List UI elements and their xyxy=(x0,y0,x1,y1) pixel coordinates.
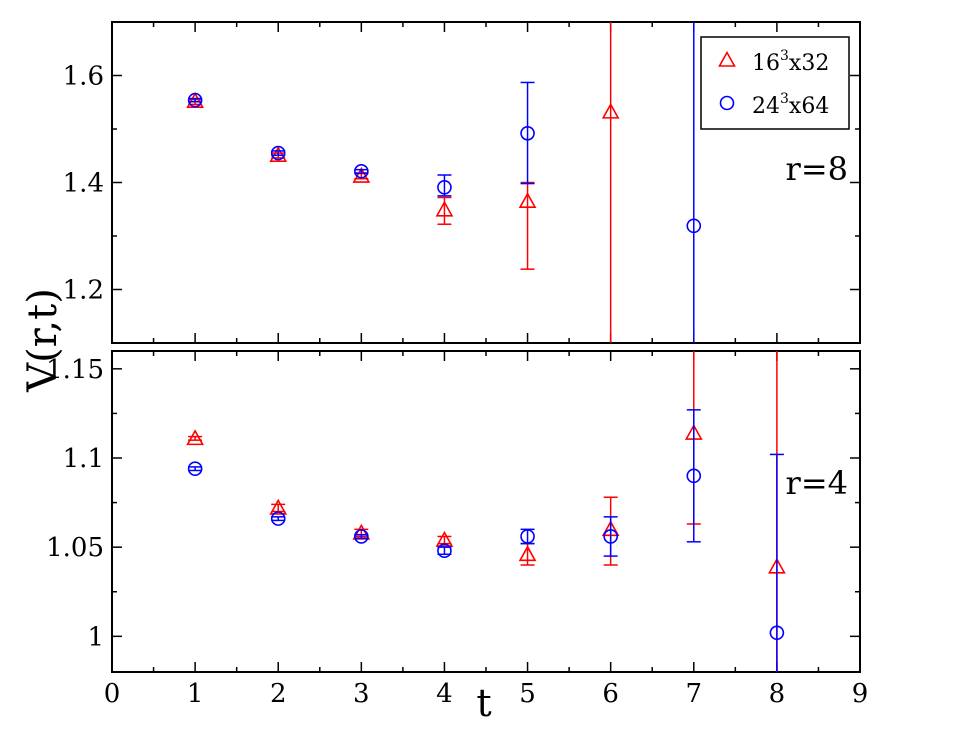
panel-top: 1.2 1.4 1.6 r=8 xyxy=(63,21,861,344)
series-blue xyxy=(187,409,785,672)
y-tick-label: 1.15 xyxy=(46,355,104,385)
data-point xyxy=(686,218,702,234)
data-point xyxy=(601,102,620,119)
x-tick-label: 8 xyxy=(769,679,786,709)
data-point xyxy=(435,530,454,547)
y-tick-label: 1.05 xyxy=(46,533,104,563)
data-point xyxy=(354,529,369,544)
y-axis-label: V(r,t) xyxy=(20,288,66,393)
data-point xyxy=(520,529,535,544)
data-point xyxy=(270,511,286,526)
x-tick-label: 7 xyxy=(686,679,703,709)
data-point xyxy=(686,468,702,484)
y-tick-label: 1 xyxy=(87,622,104,652)
panel-annotation: r=8 xyxy=(786,150,848,188)
x-tick-label: 4 xyxy=(436,679,453,709)
series-red xyxy=(186,22,620,343)
data-point xyxy=(187,461,203,477)
data-point xyxy=(352,166,371,183)
data-point xyxy=(518,192,537,209)
data-point xyxy=(270,145,286,161)
legend: 163x32 243x64 xyxy=(700,36,850,130)
x-tick-label: 6 xyxy=(602,679,619,709)
panel-bottom: 0 1 2 3 4 5 6 7 8 911.051.11.15r=4 xyxy=(46,350,869,709)
x-tick-label: 9 xyxy=(852,679,869,709)
legend-label: 243x64 xyxy=(752,91,829,119)
x-tick-label: 2 xyxy=(270,679,287,709)
y-tick-label: 1.1 xyxy=(63,444,104,474)
plot-frame xyxy=(111,350,861,673)
data-point xyxy=(187,92,203,108)
data-point xyxy=(437,543,452,559)
data-point xyxy=(354,163,369,179)
series-blue xyxy=(187,22,702,343)
x-tick-label: 0 xyxy=(104,679,121,709)
x-axis-label: t xyxy=(476,681,491,725)
legend-box xyxy=(700,36,850,130)
x-tick-label: 3 xyxy=(353,679,370,709)
x-tick-label: 5 xyxy=(519,679,536,709)
data-point xyxy=(435,200,454,217)
data-point xyxy=(518,545,537,562)
data-point xyxy=(437,180,452,195)
panel-annotation: r=4 xyxy=(786,464,848,502)
data-point xyxy=(269,498,288,515)
data-point xyxy=(603,529,618,544)
legend-label: 163x32 xyxy=(752,48,829,76)
x-tick-label: 1 xyxy=(187,679,204,709)
data-point xyxy=(769,625,785,641)
legend-marker xyxy=(718,50,736,67)
data-point xyxy=(520,125,535,141)
y-tick-label: 1.6 xyxy=(63,62,104,92)
data-point xyxy=(186,429,204,446)
y-tick-label: 1.2 xyxy=(63,276,104,306)
y-tick-label: 1.4 xyxy=(63,169,104,199)
legend-marker xyxy=(719,95,735,111)
